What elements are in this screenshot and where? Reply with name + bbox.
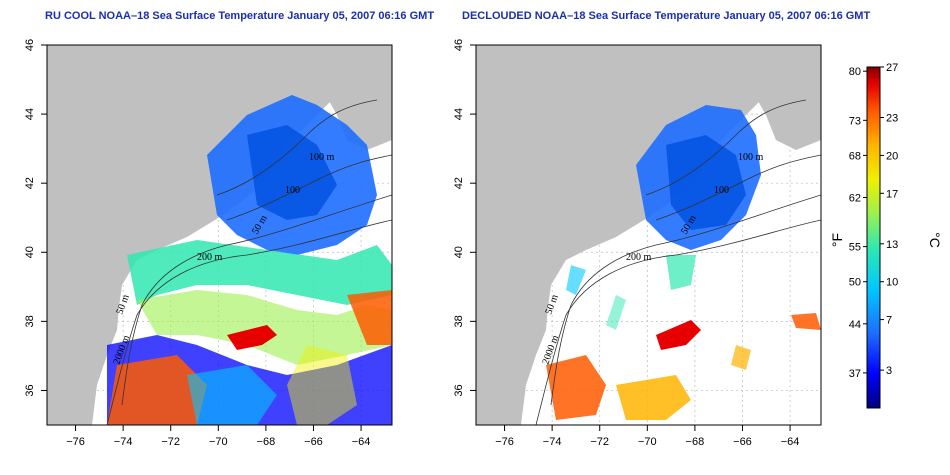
fahrenheit-tick-label: 37 <box>849 368 861 380</box>
x-tick-label: −70 <box>638 436 657 448</box>
fahrenheit-tick-label: 44 <box>849 319 861 331</box>
x-tick-label: −72 <box>590 436 609 448</box>
contour-label: 200 m <box>197 252 223 263</box>
x-tick-label: −68 <box>257 436 276 448</box>
y-tick-label: 38 <box>453 315 465 327</box>
x-tick-label: −74 <box>114 436 133 448</box>
x-tick-label: −64 <box>352 436 371 448</box>
fahrenheit-tick-label: 73 <box>849 115 861 127</box>
y-tick-label: 38 <box>24 315 36 327</box>
x-tick-label: −76 <box>495 436 514 448</box>
y-tick-label: 44 <box>453 108 465 120</box>
sst-gulf-stream-warm <box>656 320 701 350</box>
x-tick-label: −72 <box>161 436 180 448</box>
celsius-tick-label: 13 <box>886 239 898 251</box>
colorbar-gradient <box>866 66 881 409</box>
contour-label: 100 m <box>738 152 764 163</box>
y-tick-label: 46 <box>453 39 465 51</box>
fahrenheit-tick-label: 80 <box>849 66 861 78</box>
contour-label: 200 m <box>626 252 652 263</box>
y-tick-label: 42 <box>24 177 36 189</box>
plot-frame <box>475 44 822 426</box>
contour-label: 100 m <box>309 152 335 163</box>
fahrenheit-tick-label: 62 <box>849 193 861 205</box>
fahrenheit-unit: °F <box>829 233 845 247</box>
fahrenheit-tick-label: 55 <box>849 242 861 254</box>
nova-scotia-land <box>746 65 821 150</box>
land-mass <box>47 45 392 425</box>
sst-shelf-band <box>127 240 392 305</box>
celsius-tick-label: 7 <box>886 315 892 327</box>
x-tick-label: −68 <box>686 436 705 448</box>
sst-gulf-stream-warm <box>227 325 277 350</box>
x-tick-label: −76 <box>66 436 85 448</box>
right-map-panel: 100 m 100 50 m 200 m 50 m 2000 m −76 −74−… <box>453 39 822 448</box>
celsius-tick-label: 3 <box>886 365 892 377</box>
y-tick-label: 44 <box>24 108 36 120</box>
celsius-tick-label: 27 <box>886 62 898 74</box>
fahrenheit-tick-label: 50 <box>849 277 861 289</box>
left-map-panel: 100 m 100 50 m 200 m 50 m 2000 m −76 −74−… <box>24 39 393 448</box>
y-tick-label: 36 <box>24 384 36 396</box>
land-mass <box>476 45 821 425</box>
fahrenheit-tick-label: 68 <box>849 150 861 162</box>
y-tick-label: 36 <box>453 384 465 396</box>
x-tick-label: −66 <box>733 436 752 448</box>
plot-frame <box>46 44 393 426</box>
x-tick-label: −64 <box>781 436 800 448</box>
y-tick-label: 46 <box>24 39 36 51</box>
celsius-unit: °C <box>927 232 943 248</box>
x-tick-label: −66 <box>304 436 323 448</box>
x-tick-label: −74 <box>543 436 562 448</box>
nova-scotia-land <box>317 65 392 150</box>
x-tick-label: −70 <box>209 436 228 448</box>
y-tick-label: 42 <box>453 177 465 189</box>
left-map-title: RU COOL NOAA–18 Sea Surface Temperature … <box>45 10 435 22</box>
y-tick-label: 40 <box>24 246 36 258</box>
celsius-tick-label: 20 <box>886 150 898 162</box>
contour-label: 100 <box>714 185 729 196</box>
contour-label: 100 <box>285 185 300 196</box>
celsius-tick-label: 17 <box>886 188 898 200</box>
right-map-title: DECLOUDED NOAA–18 Sea Surface Temperatur… <box>462 10 871 22</box>
celsius-tick-label: 10 <box>886 277 898 289</box>
celsius-tick-label: 23 <box>886 113 898 125</box>
y-tick-label: 40 <box>453 246 465 258</box>
